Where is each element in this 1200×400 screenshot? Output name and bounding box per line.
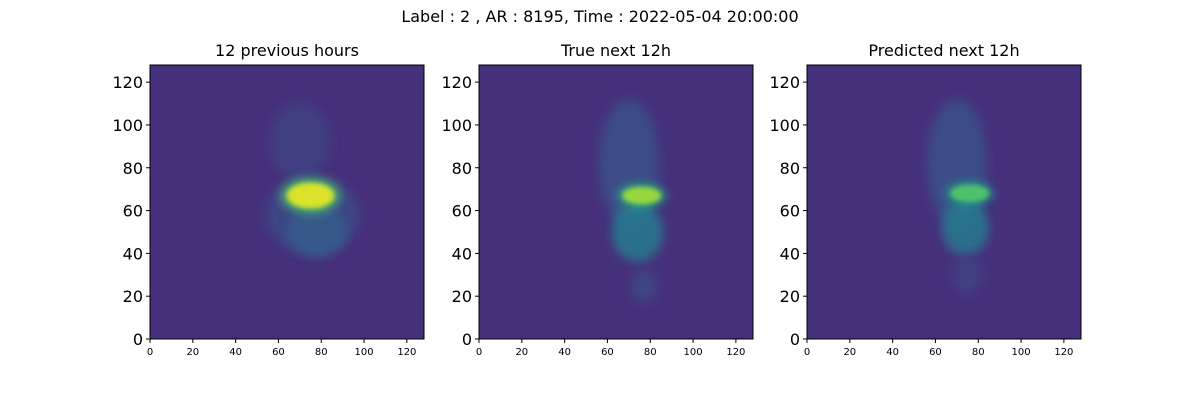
x-tick-label: 60	[601, 347, 614, 358]
axes-frame	[806, 64, 1082, 340]
x-tick-label: 60	[929, 347, 942, 358]
y-tick-label: 60	[780, 202, 800, 221]
x-tick-label: 40	[229, 347, 242, 358]
x-tick-label: 0	[804, 347, 810, 358]
panel-title: Predicted next 12h	[868, 41, 1019, 60]
x-tick-label: 20	[186, 347, 199, 358]
panels: 12 previous hours 0 20 40 60 80 100 120 0 20 40 60 8…	[112, 41, 1082, 358]
y-tick-label: 40	[780, 244, 800, 263]
x-tick-label: 0	[476, 347, 482, 358]
heatmap-image	[150, 65, 424, 339]
x-tick-label: 20	[843, 347, 856, 358]
x-tick-label: 120	[1054, 347, 1073, 358]
x-tick-label: 20	[515, 347, 528, 358]
feature-loops	[287, 206, 347, 258]
feature-tail	[630, 268, 657, 303]
y-tick-label: 120	[769, 73, 800, 92]
y-tick-label: 20	[452, 287, 472, 306]
heatmap-panel-1: 12 previous hours 0 20 40 60 80 100 120 0 20 40 60 8…	[112, 41, 425, 358]
y-tick-label: 0	[790, 330, 800, 349]
x-tick-label: 80	[644, 347, 657, 358]
x-tick-label: 40	[886, 347, 899, 358]
y-tick-label: 20	[123, 287, 143, 306]
x-tick-label: 0	[147, 347, 153, 358]
y-tick-label: 60	[452, 202, 472, 221]
y-tick-label: 100	[112, 116, 143, 135]
heatmap-panel-3: Predicted next 12h 0 20 40 60 80 100 120 0 20 40 60…	[769, 41, 1082, 358]
panel-title: 12 previous hours	[215, 41, 359, 60]
y-tick-label: 120	[441, 73, 472, 92]
x-tick-label: 120	[726, 347, 745, 358]
y-tick-label: 80	[452, 159, 472, 178]
y-tick-label: 40	[452, 244, 472, 263]
y-tick-label: 60	[123, 202, 143, 221]
y-tick-label: 0	[133, 330, 143, 349]
feature-bright_core	[287, 182, 335, 209]
y-tick-label: 80	[780, 159, 800, 178]
x-tick-label: 60	[272, 347, 285, 358]
heatmap-image	[807, 65, 1081, 339]
axes-frame	[478, 64, 754, 340]
panel-title: True next 12h	[560, 41, 671, 60]
heatmap-image	[479, 65, 753, 339]
x-tick-label: 100	[1012, 347, 1031, 358]
x-tick-label: 100	[355, 347, 374, 358]
y-tick-label: 20	[780, 287, 800, 306]
x-tick-label: 80	[972, 347, 985, 358]
feature-loops	[941, 199, 989, 256]
x-tick-label: 100	[684, 347, 703, 358]
figure-suptitle: Label : 2 , AR : 8195, Time : 2022-05-04…	[401, 7, 798, 26]
feature-bright_core	[622, 187, 661, 205]
feature-plage	[269, 103, 330, 181]
feature-loops	[611, 202, 664, 262]
axes-frame	[149, 64, 425, 340]
x-tick-label: 80	[315, 347, 328, 358]
heatmap-panel-2: True next 12h 0 20 40 60 80 100 120 0 20 40 60 80 100…	[441, 41, 754, 358]
y-tick-label: 120	[112, 73, 143, 92]
y-tick-label: 100	[769, 116, 800, 135]
feature-bright_core	[950, 184, 989, 202]
y-tick-label: 80	[123, 159, 143, 178]
x-tick-label: 120	[397, 347, 416, 358]
y-tick-label: 100	[441, 116, 472, 135]
feature-tail	[952, 255, 983, 295]
y-tick-label: 0	[462, 330, 472, 349]
x-tick-label: 40	[558, 347, 571, 358]
y-tick-label: 40	[123, 244, 143, 263]
